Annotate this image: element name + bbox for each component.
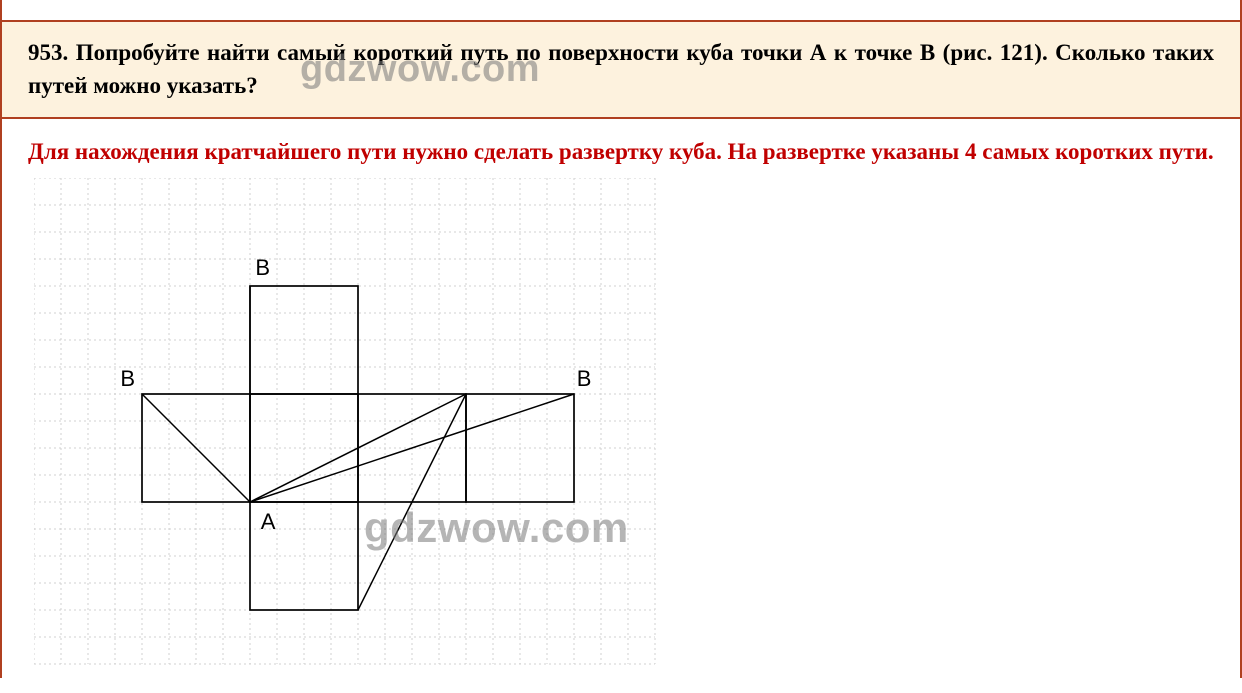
- problem-text: 953. Попробуйте найти самый короткий пут…: [28, 36, 1214, 103]
- top-spacer: [2, 0, 1240, 22]
- svg-text:A: A: [261, 509, 276, 534]
- problem-panel: 953. Попробуйте найти самый короткий пут…: [2, 22, 1240, 119]
- svg-text:B: B: [255, 255, 270, 280]
- solution-text: Для нахождения кратчайшего пути нужно сд…: [28, 135, 1214, 168]
- figure-wrap: BBBA gdzwow.com: [28, 178, 1214, 678]
- solution-panel: Для нахождения кратчайшего пути нужно сд…: [2, 119, 1240, 678]
- svg-text:B: B: [120, 366, 135, 391]
- cube-net-diagram: B B B A: [34, 178, 682, 678]
- page-container: 953. Попробуйте найти самый короткий пут…: [0, 0, 1242, 678]
- problem-body: Попробуйте найти самый короткий путь по …: [28, 40, 1214, 98]
- svg-text:B: B: [577, 366, 592, 391]
- problem-number: 953.: [28, 40, 68, 65]
